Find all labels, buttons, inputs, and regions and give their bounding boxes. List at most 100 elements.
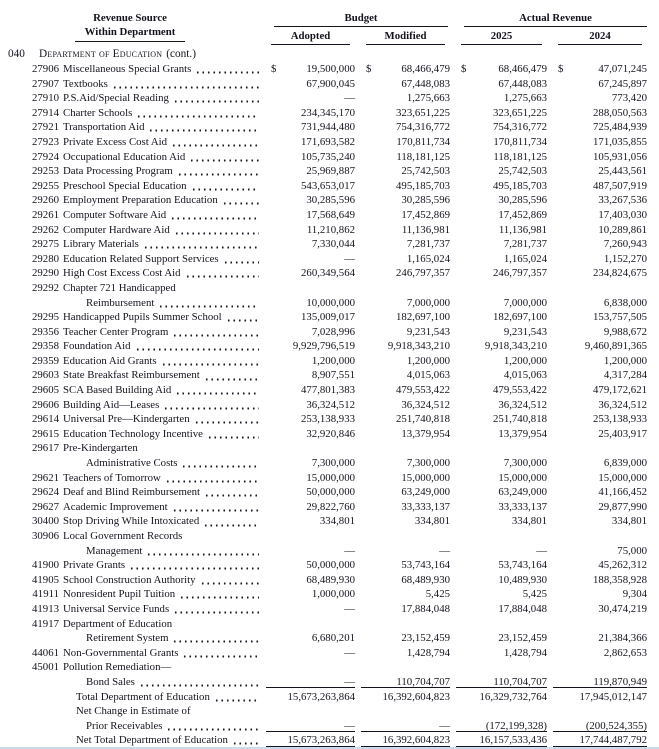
cell-2025: 1,200,000 [456, 354, 547, 369]
cell-adopted: 30,285,596 [266, 193, 355, 208]
row-label: Education Aid Grants [63, 353, 260, 369]
cell-value: 7,300,000 [311, 457, 355, 470]
cell-value: 334,801 [414, 515, 450, 528]
cell-modified: 182,697,100 [361, 310, 450, 325]
cell-2024: 10,289,861 [553, 223, 647, 238]
cell-value: 1,152,270 [603, 252, 647, 265]
cell-value: — [344, 92, 355, 105]
cell-2025: 30,285,596 [456, 193, 547, 208]
cell-value: 725,484,939 [593, 121, 647, 134]
row-label: Transportation Aid [63, 120, 260, 135]
table-row: 29614 Universal Pre—Kindergarten 253,138,9… [0, 412, 659, 427]
cell-adopted: 17,568,649 [266, 208, 355, 223]
cell-value: 13,379,954 [401, 427, 450, 440]
row-label: Miscellaneous Special Grants [63, 62, 260, 77]
cell-value: 7,281,737 [503, 238, 547, 251]
table-row: 27914 Charter Schools 234,345,170 323,651,2… [0, 105, 659, 121]
cell-adopted: 15,673,263,864 [266, 690, 355, 705]
dot-leader [199, 572, 259, 588]
cell-value: 25,403,917 [598, 427, 647, 440]
row-label: Universal Pre—Kindergarten [63, 412, 260, 427]
cell-2025: 10,489,930 [456, 573, 547, 588]
dot-leader [222, 251, 259, 267]
row-label-text: Charter Schools [63, 106, 133, 119]
cell-value: — [344, 646, 355, 659]
cell-2025: 16,157,533,436 [456, 733, 547, 747]
row-label-text: Nonresident Pupil Tuition [63, 588, 176, 601]
table-row: 27921 Transportation Aid 731,944,480 754,31… [0, 120, 659, 135]
cell-adopted: 10,000,000 [266, 296, 355, 311]
dot-leader [173, 601, 259, 617]
row-label: Library Materials [63, 237, 260, 252]
cell-modified: 13,379,954 [361, 427, 450, 442]
row-label-text: Transportation Aid [63, 121, 145, 134]
dot-leader [193, 412, 259, 427]
cell-adopted: $19,500,000 [266, 62, 355, 77]
row-label: Stop Driving While Intoxicated [63, 514, 260, 529]
cell-value: (200,524,355) [585, 719, 647, 732]
row-code: 41905 [32, 573, 59, 586]
row-label: Non-Governmental Grants [63, 645, 260, 661]
row-code: 29624 [32, 486, 59, 499]
row-label: Chapter 721 Handicapped [63, 281, 260, 296]
dollar-sign: $ [461, 63, 467, 75]
cell-2025: 334,801 [456, 514, 547, 529]
cell-2024 [553, 441, 647, 456]
row-label-text: Education Technology Incentive [63, 427, 203, 440]
cell-modified: 1,428,794 [361, 646, 450, 661]
row-code: 29603 [32, 369, 59, 382]
cell-value: — [439, 719, 450, 732]
cell-modified: 323,651,225 [361, 106, 450, 121]
cell-adopted: 50,000,000 [266, 558, 355, 573]
cell-adopted [266, 660, 355, 675]
cell-value: 50,000,000 [306, 559, 355, 572]
cell-value: — [344, 252, 355, 265]
cell-2025: 5,425 [456, 587, 547, 602]
cell-2025: 36,324,512 [456, 398, 547, 413]
cell-value: 1,275,663 [406, 92, 450, 105]
cell-modified: 23,152,459 [361, 631, 450, 646]
cell-adopted: — [266, 646, 355, 661]
cell-2024: 17,744,487,792 [553, 733, 647, 747]
row-code: 29292 [32, 281, 59, 294]
cell-2024: 234,824,675 [553, 266, 647, 281]
row-label-text: Education Related Support Services [63, 252, 219, 265]
row-label: P.S.Aid/Special Reading [63, 91, 260, 106]
row-label: Charter Schools [63, 105, 260, 121]
dot-leader [203, 514, 259, 529]
row-label: Bond Sales [63, 674, 260, 690]
cell-value: 25,443,561 [598, 165, 647, 178]
row-label: Employment Preparation Education [63, 193, 260, 208]
cell-value: — [344, 719, 355, 732]
revenue-source-line2-wrap: Within Department [0, 26, 260, 42]
dot-leader [221, 193, 259, 208]
cell-2024: 41,166,452 [553, 485, 647, 500]
dot-leader [179, 587, 259, 602]
row-label: Private Excess Cost Aid [63, 134, 260, 150]
cell-value: 7,300,000 [503, 457, 547, 470]
row-label-text: Computer Software Aid [63, 208, 167, 221]
dot-leader [171, 134, 259, 150]
cell-2024: 25,443,561 [553, 164, 647, 179]
row-label-text: Education Aid Grants [63, 354, 157, 367]
row-code: 29280 [32, 252, 59, 265]
dot-leader [195, 62, 259, 77]
cell-value: 25,969,887 [306, 165, 355, 178]
cell-value: 253,138,933 [301, 413, 355, 426]
cell-2025: 11,136,981 [456, 223, 547, 238]
cell-2024: 105,931,056 [553, 150, 647, 165]
cell-modified: 9,918,343,210 [361, 339, 450, 354]
cell-value: 334,801 [319, 515, 355, 528]
row-code: 29615 [32, 427, 59, 440]
dot-leader [204, 485, 259, 500]
row-label: Teachers of Tomorrow [63, 470, 260, 486]
dot-leader [206, 426, 259, 442]
cell-2025: 23,152,459 [456, 631, 547, 646]
dot-leader [146, 543, 259, 559]
cell-adopted [266, 441, 355, 456]
cell-modified [361, 660, 450, 675]
dot-leader [160, 353, 259, 369]
cell-value: — [344, 544, 355, 557]
cell-modified: — [361, 544, 450, 559]
cell-value: 11,210,862 [306, 223, 355, 236]
